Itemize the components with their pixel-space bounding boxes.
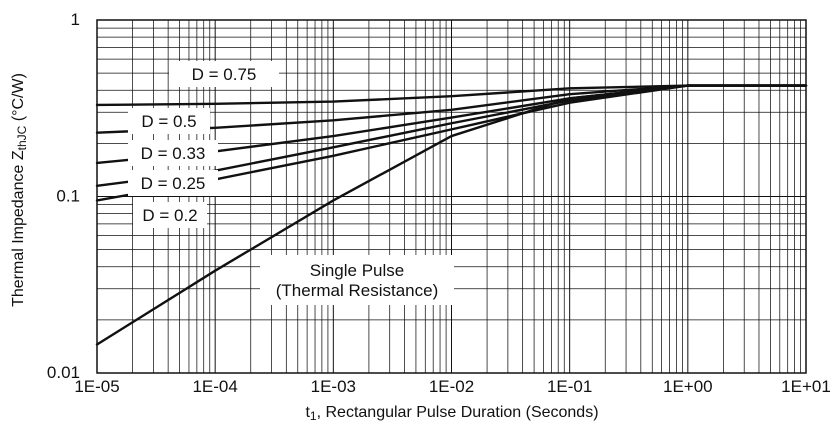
annotation-background [128, 108, 210, 134]
x-axis-title-suffix: , Rectangular Pulse Duration (Seconds) [317, 404, 599, 421]
x-axis-title: t1, Rectangular Pulse Duration (Seconds) [305, 404, 598, 423]
x-tick-label: 1E-01 [547, 377, 592, 396]
x-tick-label: 1E-04 [192, 377, 237, 396]
annotation-text-d033-1: D = 0.33 [141, 144, 206, 163]
x-tick-labels: 1E-05 1E-04 1E-03 1E-02 1E-01 1E+00 1E+01 [74, 377, 831, 396]
annotation-background [133, 202, 207, 228]
series-lines [95, 84, 808, 346]
annotation-text-single-2: (Thermal Resistance) [276, 281, 439, 300]
annotation-background [260, 255, 454, 305]
y-tick-label: 0.1 [56, 187, 80, 206]
annotation-d05: D = 0.5 [128, 108, 210, 134]
x-tick-label: 1E+00 [663, 377, 713, 396]
y-tick-label: 0.01 [47, 363, 80, 382]
annotation-text-d05-1: D = 0.5 [141, 112, 196, 131]
plot-frame [96, 19, 807, 374]
y-axis-title: Thermal Impedance ZthJC (°C/W) [10, 73, 29, 307]
x-axis-title-subscript: 1 [310, 409, 317, 423]
annotation-text-d02-1: D = 0.2 [142, 206, 197, 225]
y-tick-labels: 0.01 0.1 1 [47, 10, 80, 382]
annotation-d033: D = 0.33 [128, 140, 218, 166]
annotation-text-single-1: Single Pulse [310, 261, 405, 280]
y-axis-title-subscript: thJC [15, 125, 29, 150]
y-axis-title-suffix: (°C/W) [10, 73, 27, 126]
x-axis-title-prefix: t [305, 404, 310, 421]
annotation-d075: D = 0.75 [169, 61, 279, 87]
series-line-single-pulse-thermal-resistance [95, 84, 808, 346]
annotation-background [169, 61, 279, 87]
annotation-text-d025-1: D = 0.25 [141, 174, 206, 193]
x-tick-label: 1E-05 [74, 377, 119, 396]
x-tick-label: 1E-02 [429, 377, 474, 396]
annotation-background [128, 170, 218, 196]
annotations: D = 0.75 D = 0.5 D = 0.33 D = 0.25 D = 0.2 Si… [128, 61, 454, 305]
y-axis-title-prefix: Thermal Impedance Z [10, 150, 27, 307]
annotation-d02: D = 0.2 [133, 202, 207, 228]
annotation-background [128, 140, 218, 166]
y-tick-label: 1 [71, 10, 80, 29]
x-tick-label: 1E+01 [781, 377, 831, 396]
annotation-text-d075-1: D = 0.75 [192, 65, 257, 84]
x-tick-label: 1E-03 [311, 377, 356, 396]
annotation-d025: D = 0.25 [128, 170, 218, 196]
annotation-single: Single Pulse(Thermal Resistance) [260, 255, 454, 305]
